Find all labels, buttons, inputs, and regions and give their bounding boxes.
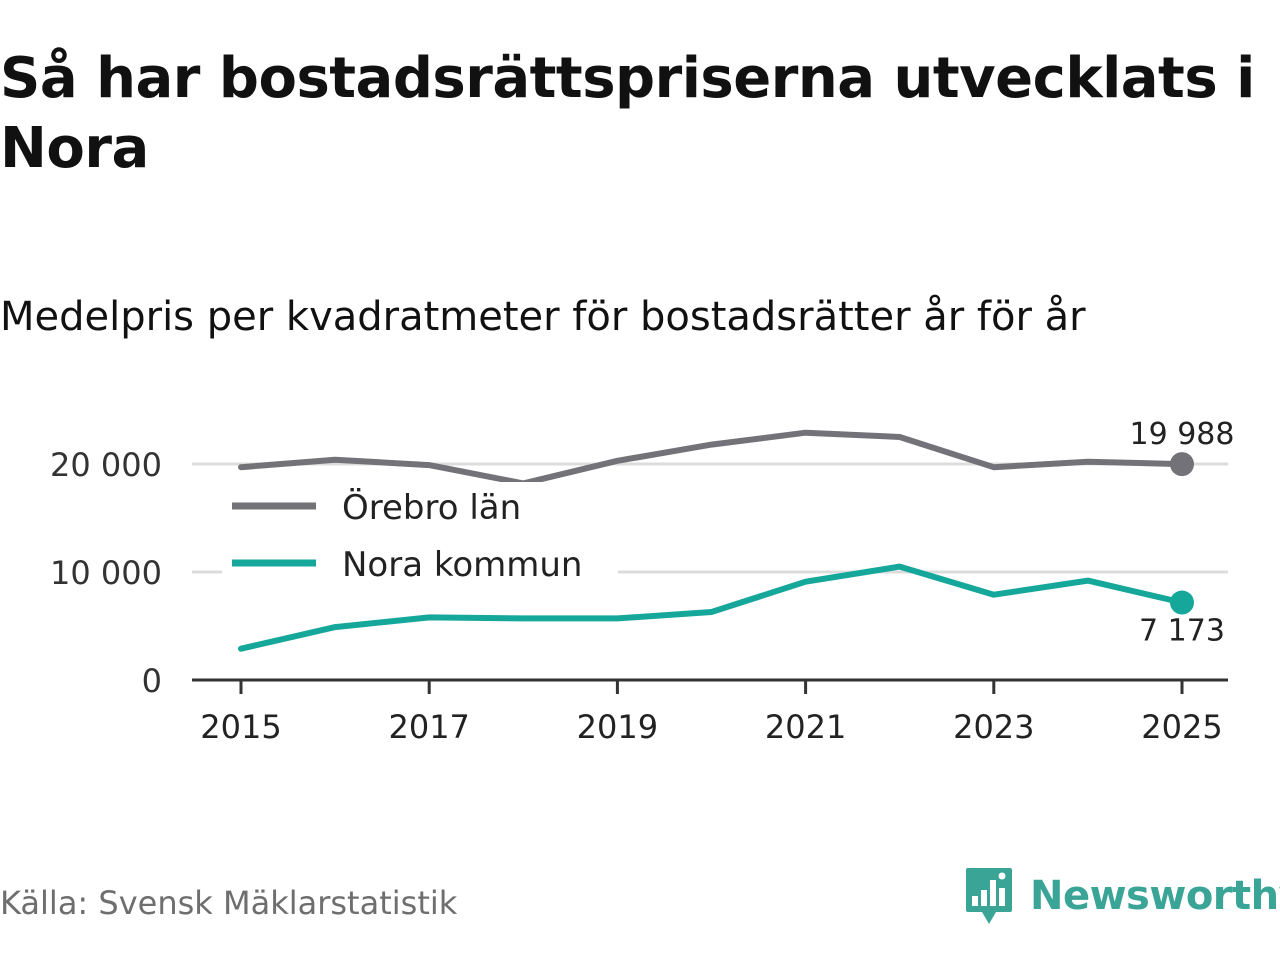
x-tick-label: 2019 <box>577 708 658 746</box>
chart-subtitle: Medelpris per kvadratmeter för bostadsrä… <box>0 294 1086 340</box>
y-tick-label: 0 <box>142 662 162 700</box>
legend-box <box>222 482 618 600</box>
brand-name: Newsworthy <box>1030 873 1280 919</box>
end-value-label: 19 988 <box>1130 417 1235 452</box>
y-tick-label: 20 000 <box>50 446 162 484</box>
legend-label: Nora kommun <box>342 545 582 585</box>
brand-logo: Newsworthy <box>964 864 1280 928</box>
x-tick-label: 2023 <box>953 708 1034 746</box>
series-line-1 <box>238 563 1185 652</box>
end-point-marker <box>1170 590 1194 615</box>
series-line-0 <box>238 429 1185 487</box>
end-value-label: 7 173 <box>1139 614 1225 649</box>
x-tick-label: 2025 <box>1141 708 1222 746</box>
y-tick-label: 10 000 <box>50 554 162 592</box>
newsworthy-logo-icon <box>966 868 1012 924</box>
x-tick-label: 2021 <box>765 708 846 746</box>
chart-title: Så har bostadsrättspriserna utvecklats i… <box>0 46 1255 181</box>
x-tick-label: 2017 <box>388 708 469 746</box>
source-note: Källa: Svensk Mäklarstatistik <box>0 884 458 922</box>
x-tick-label: 2015 <box>200 708 281 746</box>
legend-label: Örebro län <box>342 487 521 528</box>
end-point-marker <box>1170 452 1194 477</box>
